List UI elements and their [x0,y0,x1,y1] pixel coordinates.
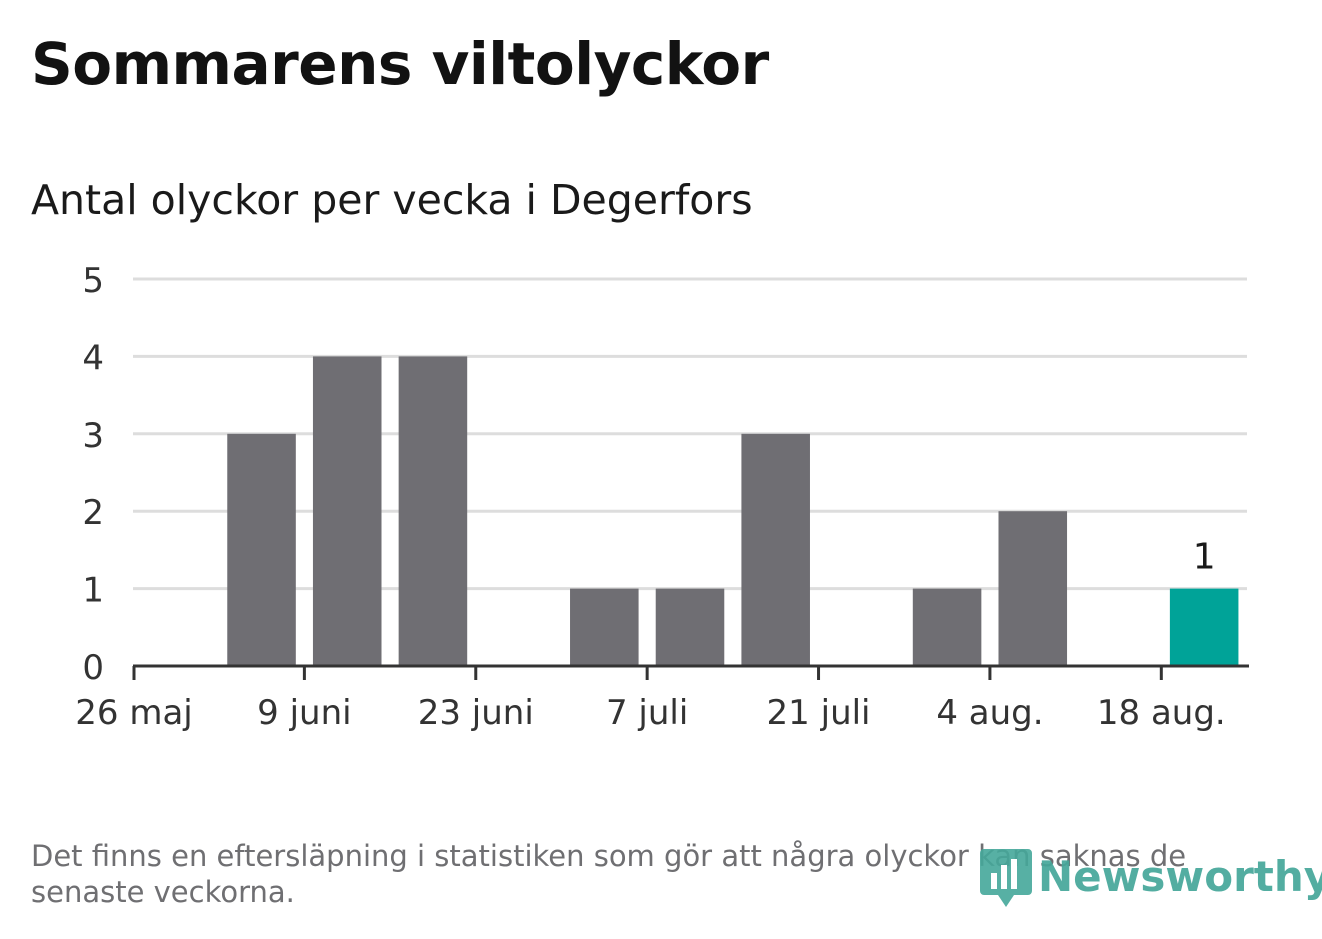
bar-7-juli [655,588,725,666]
footnote: Det finns en eftersläpning i statistiken… [31,839,1187,909]
brand-name: Newsworthy [1038,851,1322,901]
bar-2-juni [227,433,296,666]
x-axis: 26 maj 9 juni 23 juni 7 juli 21 juli 4 aug. 18… [75,664,1249,733]
bar-28-juli [912,588,982,666]
y-tick-label: 5 [82,261,104,301]
x-tick-label: 26 maj [75,693,192,733]
bar-16-juni [398,356,468,666]
y-tick-label: 2 [82,493,104,533]
y-axis-labels: 0 1 2 3 4 5 [82,261,104,688]
x-tick-label: 23 juni [418,693,534,733]
x-tick-label: 18 aug. [1097,693,1226,733]
data-labels: 1 [1193,537,1216,578]
bar-chart: 0 1 2 3 4 5 26 maj 9 juni 23 juni 7 juli 21 juli 4… [75,261,1249,733]
y-tick-label: 0 [82,648,104,688]
bar-chart-speech-bubble-icon [980,849,1032,907]
x-tick-label: 9 juni [257,693,351,733]
y-tick-label: 4 [82,338,104,378]
gridlines [133,277,1247,591]
x-tick-label: 4 aug. [936,693,1043,733]
x-tick-label: 21 juli [767,693,871,733]
newsworthy-logo: Newsworthy [980,843,1322,909]
bar-18-aug- [1169,588,1239,666]
chart-subtitle: Antal olyckor per vecka i Degerfors [31,176,753,224]
bar-4-aug- [998,511,1068,666]
y-tick-label: 1 [82,571,104,611]
y-tick-label: 3 [82,416,104,456]
bar-9-juni [312,356,382,666]
bars [227,356,1239,666]
bar-14-juli [741,433,810,666]
chart-title: Sommarens viltolyckor [31,30,769,98]
data-label: 1 [1193,537,1216,578]
x-tick-label: 7 juli [606,693,688,733]
bar-30-juni [570,588,639,666]
